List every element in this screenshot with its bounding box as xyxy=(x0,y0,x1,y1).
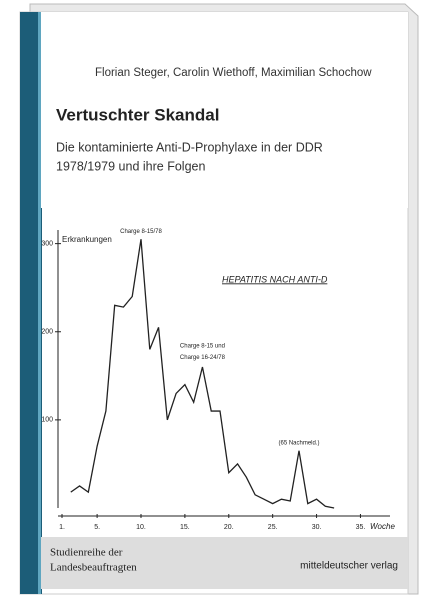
x-tick-label: 15. xyxy=(180,524,190,531)
footer-band xyxy=(41,537,408,589)
data-line xyxy=(70,239,335,509)
y-tick-label: 200 xyxy=(41,329,53,336)
authors: Florian Steger, Carolin Wiethoff, Maximi… xyxy=(95,67,372,79)
spine-line xyxy=(38,12,41,594)
y-tick-label: 300 xyxy=(41,240,53,247)
x-tick-label: 1. xyxy=(59,524,65,531)
x-tick-label: 25. xyxy=(268,524,278,531)
annotation: (65 Nachmeld.) xyxy=(278,440,319,446)
y-tick-label: 100 xyxy=(41,417,53,424)
chart-title: HEPATITIS NACH ANTI-D xyxy=(222,274,328,284)
x-tick-label: 10. xyxy=(136,524,146,531)
subtitle: 1978/1979 und ihre Folgen xyxy=(56,159,205,173)
publisher: mitteldeutscher verlag xyxy=(300,561,398,572)
x-tick-label: 5. xyxy=(94,524,100,531)
header-band xyxy=(41,12,408,208)
y-axis-label: Erkrankungen xyxy=(62,235,112,244)
x-tick-label: 30. xyxy=(312,524,322,531)
title: Vertuschter Skandal xyxy=(56,105,219,124)
x-tick-label: 35. xyxy=(356,524,366,531)
annotation: Charge 8-15/78 xyxy=(120,229,162,235)
annotation: Charge 16-24/78 xyxy=(180,355,226,361)
x-axis-label: Woche xyxy=(370,522,395,531)
series-name: Landesbeauftragten xyxy=(50,562,137,574)
series-name: Studienreihe der xyxy=(50,547,123,559)
annotation: Charge 8-15 und xyxy=(180,343,225,349)
x-tick-label: 20. xyxy=(224,524,234,531)
subtitle: Die kontaminierte Anti-D-Prophylaxe in d… xyxy=(56,140,323,154)
spine xyxy=(20,12,42,594)
